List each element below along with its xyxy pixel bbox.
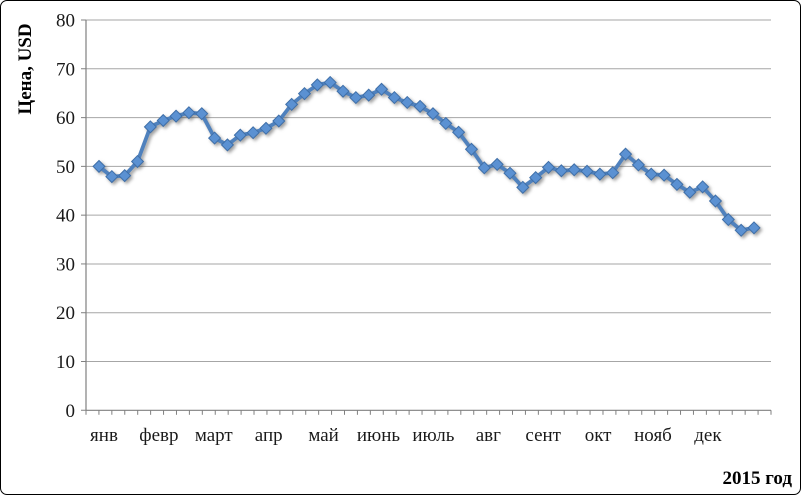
diamond-marker [644,167,658,181]
diamond-marker [413,99,427,113]
diamond-marker [92,159,106,173]
diamond-marker [374,82,389,96]
diamond-marker [336,84,350,98]
y-tick-label-50: 50 [56,157,75,178]
diamond-marker [721,212,735,227]
diamond-marker [297,87,312,101]
month-label-12: дек [694,425,722,446]
gridlines [86,19,771,363]
diamond-marker [362,88,376,102]
diamond-marker [464,142,479,156]
y-axis-title: Цена, USD [15,23,36,114]
month-label-11: нояб [634,425,672,446]
diamond-marker [503,166,517,180]
month-label-6: июнь [357,425,401,446]
diamond-marker [657,168,671,182]
diamond-marker [708,194,723,208]
diamond-marker [118,169,132,183]
price-series [92,75,761,237]
diamond-marker [580,164,594,178]
diamond-marker [246,126,260,140]
diamond-marker [593,167,607,181]
diamond-marker [220,138,235,152]
diamond-marker [670,177,684,192]
diamond-marker [400,95,414,110]
diamond-marker [683,185,697,199]
diamond-marker [477,161,491,175]
y-tick-label-60: 60 [56,108,75,129]
diamond-marker [631,158,646,172]
y-tick-label-10: 10 [56,352,75,373]
diamond-marker [130,154,145,169]
month-label-7: июль [412,425,454,446]
diamond-marker [618,147,633,161]
diamond-marker [554,164,568,178]
month-label-1: янв [90,425,118,446]
month-label-3: март [195,425,234,446]
diamond-marker [567,163,581,177]
month-label-5: май [308,425,339,446]
month-label-9: сент [525,425,561,446]
y-tick-label-30: 30 [56,254,75,275]
y-tick-label-0: 0 [66,401,76,422]
y-tick-label-80: 80 [56,11,75,32]
diamond-marker [439,116,453,131]
month-label-2: февр [139,425,178,446]
diamond-marker [169,109,183,123]
diamond-marker [233,128,247,142]
diamond-marker [207,131,222,145]
diamond-marker [272,114,286,128]
diamond-marker [541,160,556,174]
y-axis-tick-labels: 0 10 20 30 40 50 60 70 80 [56,11,75,422]
diamond-marker [285,97,299,112]
diamond-marker [310,78,324,92]
diamond-marker [747,221,761,235]
diamond-marker [195,107,209,121]
y-tick-label-40: 40 [56,206,75,227]
diamond-marker [387,90,401,105]
diamond-marker [734,223,748,237]
month-label-8: авг [476,425,501,446]
year-label: 2015 год [723,468,793,489]
axes-and-ticks [81,19,772,415]
diamond-marker [606,166,620,180]
diamond-marker [426,107,440,121]
y-tick-label-70: 70 [56,59,75,80]
diamond-marker [259,121,273,135]
month-label-10: окт [585,425,612,446]
diamond-marker [490,157,504,172]
diamond-marker [529,170,543,185]
diamond-marker [323,75,337,90]
diamond-marker [516,180,530,194]
price-line [97,80,755,233]
diamond-marker [696,180,710,194]
diamond-marker [143,120,157,134]
diamond-marker [452,125,466,139]
x-axis-month-labels: янв февр март апр май июнь июль авг сент окт нояб д… [90,425,722,446]
diamond-marker [349,90,363,105]
y-tick-label-20: 20 [56,303,75,324]
month-label-4: апр [255,425,283,446]
diamond-marker [105,170,119,184]
diamond-marker [156,113,170,128]
diamond-marker [182,106,196,120]
